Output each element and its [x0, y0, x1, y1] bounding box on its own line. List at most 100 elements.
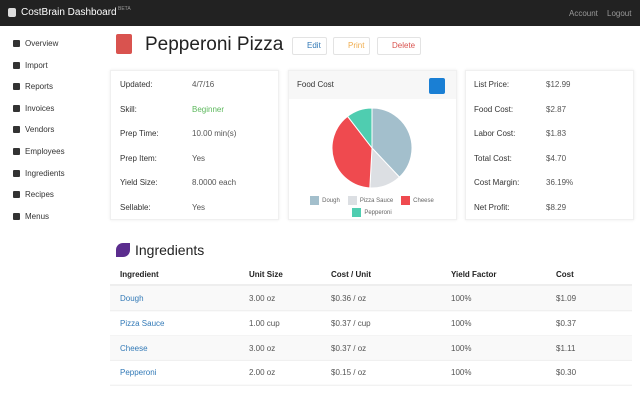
row-stripe — [110, 335, 632, 361]
sidebar-icon — [13, 212, 20, 220]
ingredient-link[interactable]: Cheese — [120, 343, 148, 353]
sidebar-link[interactable]: Import — [25, 60, 48, 70]
detail-value: Yes — [192, 202, 206, 212]
table-cell: $0.37 — [556, 318, 577, 328]
table-cell: 3.00 oz — [249, 343, 276, 353]
detail-label: Yield Size: — [120, 178, 158, 187]
table-header: Cost — [556, 270, 574, 279]
legend-swatch — [352, 208, 362, 217]
print-button[interactable]: Print — [333, 37, 371, 55]
brand[interactable]: CostBrain Dashboard — [21, 7, 117, 18]
chart-panel-header — [289, 71, 456, 99]
table-cell: $1.11 — [556, 343, 576, 353]
cost-value: 36.19% — [546, 178, 574, 187]
table-header: Cost / Unit — [331, 270, 371, 279]
ingredient-link[interactable]: Pepperoni — [120, 368, 157, 378]
ingredients-icon — [116, 243, 130, 257]
cost-label: Labor Cost: — [474, 129, 516, 138]
nav-link[interactable]: Logout — [607, 9, 632, 18]
cost-value: $12.99 — [546, 80, 571, 89]
table-cell: 100% — [451, 343, 472, 353]
detail-label: Prep Item: — [120, 153, 157, 163]
sidebar-link[interactable]: Overview — [25, 39, 59, 48]
page-title: Pepperoni Pizza — [145, 34, 284, 55]
table-cell: 100% — [451, 368, 472, 378]
detail-value: 10.00 min(s) — [192, 129, 237, 138]
sidebar-icon — [13, 104, 20, 112]
table-header: Unit Size — [249, 270, 283, 279]
chart-legend: Dough Pizza Sauce Cheese Pepperoni — [298, 196, 446, 217]
section-title: Ingredients — [135, 242, 205, 258]
table-cell: 100% — [451, 318, 472, 328]
cost-label: Total Cost: — [474, 153, 512, 163]
table-cell: $0.37 / oz — [331, 343, 367, 353]
sidebar-icon — [13, 126, 20, 134]
sidebar-link[interactable]: Recipes — [25, 190, 54, 200]
table-cell: $0.36 / oz — [331, 294, 367, 303]
ingredient-link[interactable]: Dough — [120, 294, 144, 303]
table-cell: $0.37 / cup — [331, 318, 371, 328]
legend-swatch — [310, 196, 320, 205]
detail-label: Prep Time: — [120, 129, 159, 138]
recipe-icon — [116, 34, 132, 54]
cost-value: $2.87 — [546, 104, 567, 114]
legend-item: Cheese — [401, 196, 434, 205]
beta-badge: BETA — [118, 6, 131, 12]
table-header: Ingredient — [120, 270, 159, 279]
edit-button[interactable]: Edit — [292, 37, 327, 55]
legend-item: Pepperoni — [352, 208, 392, 217]
table-cell: 1.00 cup — [249, 318, 280, 328]
sidebar-icon — [13, 169, 20, 177]
sidebar-icon — [13, 191, 20, 199]
detail-value: 4/7/16 — [192, 80, 215, 89]
table-cell: $0.15 / oz — [331, 368, 367, 378]
detail-label: Sellable: — [120, 202, 151, 212]
sidebar-link[interactable]: Ingredients — [25, 168, 65, 178]
cost-label: Food Cost: — [474, 104, 514, 114]
legend-label: Pizza Sauce — [359, 197, 394, 204]
table-header: Yield Factor — [451, 270, 497, 279]
chart-title: Food Cost — [297, 80, 334, 89]
cost-value: $8.29 — [546, 202, 567, 212]
delete-button[interactable]: Delete — [377, 37, 422, 55]
table-cell: $1.09 — [556, 294, 577, 303]
legend-item: Pizza Sauce — [347, 196, 394, 205]
detail-label: Updated: — [120, 80, 153, 89]
legend-item: Dough — [310, 196, 340, 205]
sidebar-link[interactable]: Menus — [25, 211, 50, 221]
sidebar-link[interactable]: Reports — [25, 82, 54, 92]
sidebar-icon — [13, 40, 20, 47]
ingredient-link[interactable]: Pizza Sauce — [120, 318, 165, 328]
table-cell: 3.00 oz — [249, 294, 276, 303]
legend-label: Dough — [322, 197, 340, 204]
detail-value: 8.0000 each — [192, 178, 237, 187]
refresh-button[interactable] — [429, 78, 445, 94]
table-cell: 100% — [451, 294, 472, 303]
sidebar-icon — [13, 83, 20, 91]
nav-link[interactable]: Account — [569, 9, 598, 18]
legend-label: Pepperoni — [364, 209, 392, 216]
cost-value: $4.70 — [546, 153, 567, 163]
cost-label: Net Profit: — [474, 202, 510, 212]
table-cell: $0.30 — [556, 368, 577, 378]
sidebar-link[interactable]: Invoices — [25, 103, 55, 113]
cost-value: $1.83 — [546, 129, 567, 138]
detail-value: Yes — [192, 153, 206, 163]
sidebar-icon — [13, 61, 20, 69]
sidebar-link[interactable]: Employees — [25, 147, 65, 156]
sidebar-icon — [13, 148, 20, 155]
sidebar-link[interactable]: Vendors — [25, 125, 55, 135]
legend-label: Cheese — [413, 197, 434, 204]
navbar — [0, 0, 640, 26]
brand-icon — [8, 8, 16, 17]
costs-panel — [465, 70, 634, 220]
legend-swatch — [401, 196, 411, 205]
details-panel — [110, 70, 279, 220]
legend-swatch — [347, 196, 357, 205]
row-stripe — [110, 286, 632, 311]
detail-value: Beginner — [192, 104, 225, 114]
cost-label: List Price: — [474, 80, 510, 89]
table-cell: 2.00 oz — [249, 368, 276, 378]
detail-label: Skill: — [120, 104, 137, 114]
